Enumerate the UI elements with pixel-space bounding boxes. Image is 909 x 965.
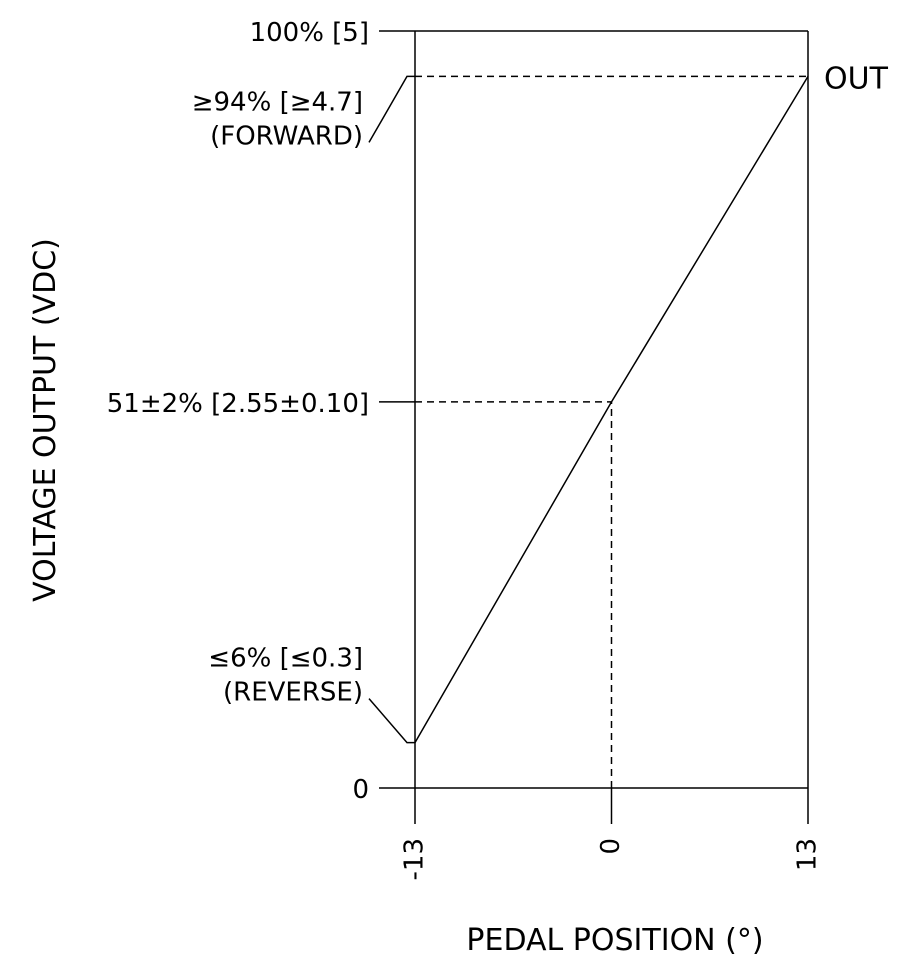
- reference-lines: [415, 75, 808, 788]
- annotation-0-line-1: (FORWARD): [210, 121, 363, 151]
- annotation-1-line-1: (REVERSE): [223, 678, 363, 708]
- annotations: ≥94% [≥4.7] (FORWARD) ≤6% [≤0.3] (REVERSE): [192, 75, 415, 744]
- annotation-leader-0: [368, 75, 415, 143]
- y-axis-label: VOLTAGE OUTPUT (VDC): [28, 238, 63, 602]
- series-label: OUT: [824, 61, 889, 96]
- x-ticks: -13 0 13: [400, 788, 823, 880]
- plot-frame: [414, 30, 809, 789]
- annotation-1-line-0: ≤6% [≤0.3]: [208, 644, 363, 674]
- y-tick-label-2: 0: [352, 775, 369, 805]
- y-ticks: 100% [5] 51±2% [2.55±0.10] 0: [107, 18, 415, 805]
- x-tick-label-2: 13: [793, 838, 823, 871]
- y-tick-label-1: 51±2% [2.55±0.10]: [107, 389, 369, 419]
- annotation-leader-1: [368, 698, 415, 744]
- x-tick-label-1: 0: [596, 838, 626, 855]
- y-tick-label-0: 100% [5]: [250, 18, 369, 48]
- x-axis-label: PEDAL POSITION (°): [466, 923, 763, 958]
- x-tick-label-0: -13: [400, 838, 430, 880]
- annotation-0-line-0: ≥94% [≥4.7]: [192, 87, 363, 117]
- series-layer: OUT: [414, 61, 889, 743]
